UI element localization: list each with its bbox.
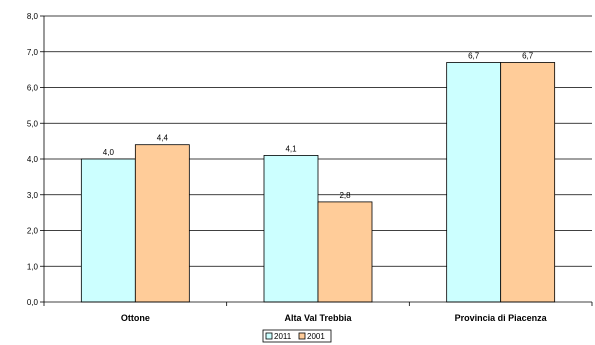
- legend-swatch: [298, 332, 306, 340]
- bar-2001-2: [500, 62, 556, 303]
- legend: 2011 2001: [262, 329, 332, 343]
- bar-2011-0: [80, 158, 136, 303]
- legend-label: 2011: [274, 332, 292, 341]
- y-tick-label: 4,0: [27, 155, 39, 164]
- data-label: 2,8: [339, 191, 351, 200]
- data-label: 6,7: [468, 51, 480, 60]
- bar-2001-1: [317, 201, 373, 303]
- x-category-label: Ottone: [121, 313, 150, 323]
- y-tick-label: 2,0: [27, 227, 39, 236]
- y-tick-label: 7,0: [27, 48, 39, 57]
- y-tick-label: 5,0: [27, 119, 39, 128]
- x-axis-labels: Ottone Alta Val Trebbia Provincia di Piace…: [43, 302, 593, 323]
- x-category-label: Provincia di Piacenza: [455, 313, 548, 323]
- y-tick-label: 0,0: [27, 298, 39, 307]
- y-tick-label: 3,0: [27, 191, 39, 200]
- y-axis-ticks: 0,0 1,0 2,0 3,0 4,0 5,0 6,0 7,0 8,0: [27, 12, 44, 307]
- bar-2011-1: [263, 155, 319, 303]
- y-tick-label: 8,0: [27, 12, 39, 21]
- x-category-label: Alta Val Trebbia: [284, 313, 352, 323]
- data-label: 4,0: [103, 148, 115, 157]
- bar-2011-2: [446, 62, 502, 303]
- legend-box: [262, 329, 332, 343]
- y-tick-label: 1,0: [27, 262, 39, 271]
- data-labels: 4,0 4,4 4,1 2,8 6,7 6,7: [103, 51, 534, 199]
- y-tick-label: 6,0: [27, 84, 39, 93]
- data-label: 4,1: [285, 144, 297, 153]
- legend-label: 2001: [307, 332, 325, 341]
- data-label: 4,4: [157, 134, 169, 143]
- legend-swatch: [265, 332, 273, 340]
- bars: [80, 62, 556, 303]
- bar-2001-0: [134, 144, 190, 303]
- axes: [43, 16, 592, 303]
- data-label: 6,7: [522, 51, 534, 60]
